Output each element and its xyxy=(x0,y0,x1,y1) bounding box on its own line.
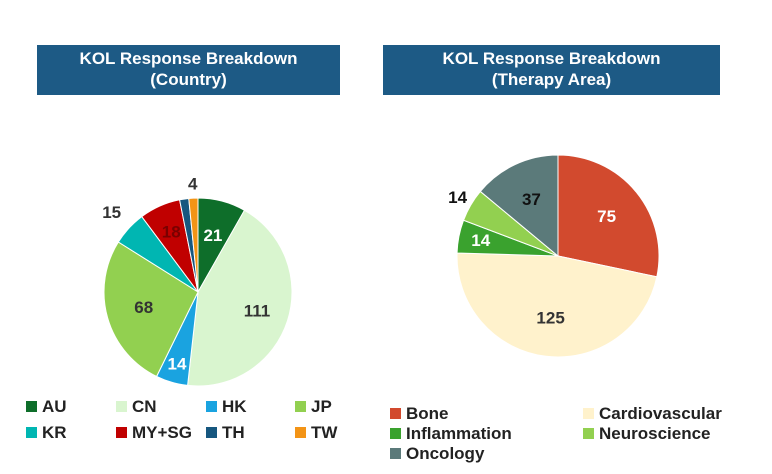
chart-title-therapy: KOL Response Breakdown (Therapy Area) xyxy=(383,45,720,95)
legend-swatch xyxy=(295,401,306,412)
data-label-jp: 68 xyxy=(134,298,153,317)
data-label-oncology: 37 xyxy=(522,190,541,209)
pie-slice-cn xyxy=(187,209,293,387)
legend-label: Cardiovascular xyxy=(599,404,722,423)
chart-title-line: KOL Response Breakdown xyxy=(442,49,661,68)
legend-swatch xyxy=(116,401,127,412)
legend-label: TH xyxy=(222,423,245,442)
data-label-tw: 4 xyxy=(188,175,198,194)
data-label-bone: 75 xyxy=(597,207,616,226)
legend-item-oncology: Oncology xyxy=(390,444,484,464)
data-label-cardiovascular: 125 xyxy=(536,309,564,328)
legend-item-my-sg: MY+SG xyxy=(116,423,192,443)
pie-slice-cardiovascular xyxy=(456,252,658,358)
chart-title-line: (Country) xyxy=(150,70,227,89)
data-label-au: 21 xyxy=(203,226,222,245)
legend-item-bone: Bone xyxy=(390,404,449,424)
legend-label: AU xyxy=(42,397,67,416)
legend-swatch xyxy=(206,427,217,438)
legend-label: Neuroscience xyxy=(599,424,711,443)
data-label-hk: 14 xyxy=(168,355,187,374)
legend-swatch xyxy=(583,428,594,439)
legend-label: Bone xyxy=(406,404,449,423)
legend-label: HK xyxy=(222,397,247,416)
legend-label: KR xyxy=(42,423,67,442)
pie-slice-tw xyxy=(188,197,199,293)
pie-slice-oncology xyxy=(479,154,559,258)
legend-item-cn: CN xyxy=(116,397,157,417)
legend-item-au: AU xyxy=(26,397,67,417)
data-label-inflammation: 14 xyxy=(471,231,490,250)
legend-swatch xyxy=(390,448,401,459)
legend-item-kr: KR xyxy=(26,423,67,443)
data-label-neuroscience: 14 xyxy=(448,188,467,207)
chart-title-line: (Therapy Area) xyxy=(491,70,612,89)
legend-swatch xyxy=(26,401,37,412)
legend-swatch xyxy=(26,427,37,438)
legend-swatch xyxy=(206,401,217,412)
legend-item-jp: JP xyxy=(295,397,332,417)
pie-slice-bone xyxy=(557,154,660,278)
legend-swatch xyxy=(390,408,401,419)
data-label-my-sg: 18 xyxy=(162,222,181,241)
legend-item-inflammation: Inflammation xyxy=(390,424,512,444)
legend-swatch xyxy=(390,428,401,439)
legend-label: Inflammation xyxy=(406,424,512,443)
data-label-cn: 111 xyxy=(244,302,271,321)
legend-item-cardiovascular: Cardiovascular xyxy=(583,404,722,424)
data-label-kr: 15 xyxy=(102,203,121,222)
legend-item-hk: HK xyxy=(206,397,247,417)
chart-title-country: KOL Response Breakdown (Country) xyxy=(37,45,340,95)
legend-swatch xyxy=(295,427,306,438)
legend-label: JP xyxy=(311,397,332,416)
legend-item-tw: TW xyxy=(295,423,337,443)
legend-swatch xyxy=(116,427,127,438)
legend-label: Oncology xyxy=(406,444,485,463)
pie-slice-jp xyxy=(103,241,199,378)
legend-label: CN xyxy=(132,397,157,416)
chart-title-line: KOL Response Breakdown xyxy=(79,49,298,68)
legend-swatch xyxy=(583,408,594,419)
legend-item-neuroscience: Neuroscience xyxy=(583,424,711,444)
legend-label: TW xyxy=(311,423,338,442)
legend-item-th: TH xyxy=(206,423,245,443)
legend-label: MY+SG xyxy=(132,423,192,442)
